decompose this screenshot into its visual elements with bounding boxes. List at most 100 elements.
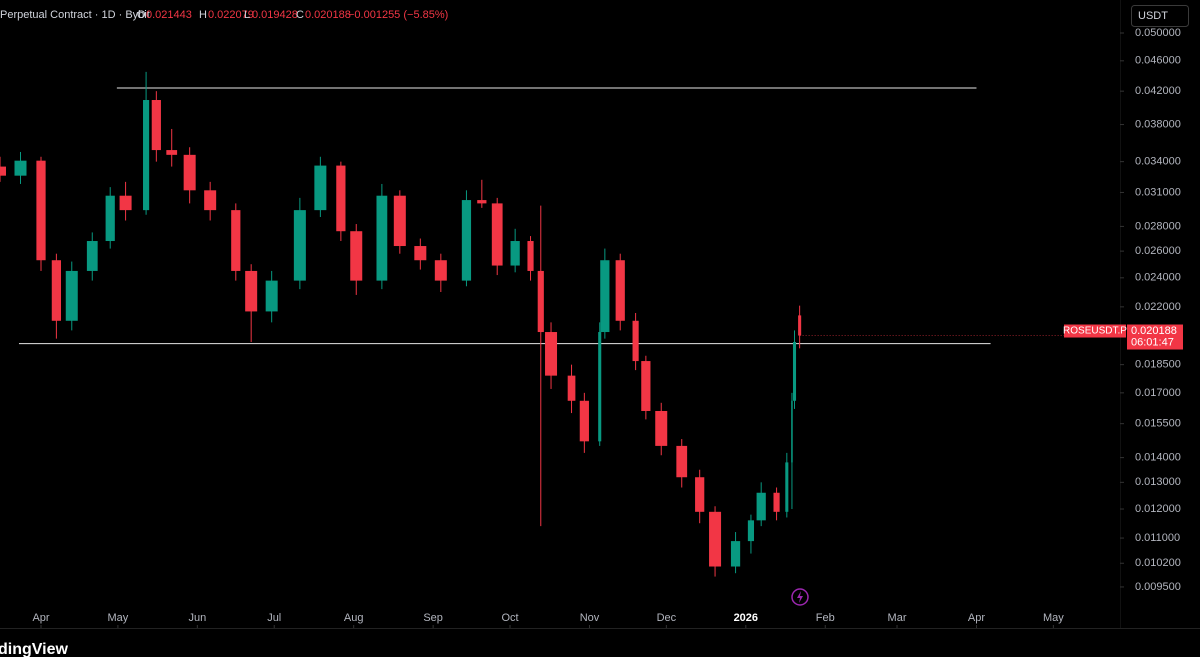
candle-body [414,246,427,261]
currency-button[interactable] [1131,5,1189,27]
price-tag-countdown: 06:01:47 [1131,336,1174,348]
candle-body [747,520,755,542]
candle-body [756,492,766,521]
candle-body [537,270,544,333]
candle-body [143,100,150,211]
h-value: 0.022079 [208,9,254,21]
candle-body [265,280,278,312]
candle-body [461,200,472,281]
candle-body [798,315,802,336]
y-tick-label: 0.028000 [1135,220,1181,232]
x-tick-label: Aug [344,612,364,624]
candle-body [792,341,797,401]
candle-body [51,260,61,321]
y-tick-label: 0.022000 [1135,301,1181,313]
h-label: H [199,9,207,21]
y-tick-label: 0.038000 [1135,118,1181,130]
y-tick-label: 0.010200 [1135,557,1181,569]
y-tick-label: 0.024000 [1135,272,1181,284]
candle-body [600,260,610,333]
x-tick-label: Oct [501,612,518,624]
candle-body [393,195,406,247]
candle-body [119,195,132,211]
x-tick-label: Sep [423,612,443,624]
x-tick-label: Feb [816,612,835,624]
candle-body [166,150,178,155]
x-tick-label: Jul [267,612,281,624]
candle-body [676,445,688,478]
candle-body [567,375,576,401]
y-tick-label: 0.017000 [1135,387,1181,399]
y-tick-label: 0.046000 [1135,55,1181,67]
candle-body [245,270,258,312]
candle-body [695,477,705,512]
y-tick-label: 0.026000 [1135,245,1181,257]
lightning-icon[interactable] [791,588,809,606]
candle-body [183,154,196,191]
candle-body [336,165,346,232]
x-tick-label: Nov [580,612,600,624]
o-label: O [137,9,146,21]
candle-body [36,160,46,261]
candle-body [773,492,780,512]
y-tick-label: 0.013000 [1135,476,1181,488]
candle-body [632,320,639,362]
candle-body [477,200,487,204]
candle-body [293,210,306,281]
symbol: Perpetual Contract · 1D · Bybit [0,9,150,21]
candle-body [785,462,789,512]
y-tick-label: 0.009500 [1135,581,1181,593]
candle-body [527,241,534,271]
x-tick-label: Apr [968,612,985,624]
x-tick-label: May [108,612,129,624]
symbol-tag-text: ROSEUSDT.P [1063,326,1127,337]
candle-body [86,241,98,271]
candle-body [655,410,668,446]
candle-body [376,195,388,281]
y-tick-label: 0.050000 [1135,27,1181,39]
x-tick-label: 2026 [734,612,758,624]
logo: dingView [0,641,68,657]
candle-body [314,165,327,211]
candle-body [204,190,217,211]
y-tick-label: 0.034000 [1135,156,1181,168]
candle-body [0,166,6,176]
symbol-tag [1064,324,1126,338]
x-tick-label: Mar [888,612,907,624]
l-value: 0.019428 [252,9,298,21]
candle-body [350,231,363,281]
candle-body [434,260,447,281]
candle-body [231,210,241,271]
x-tick-label: May [1043,612,1064,624]
x-tick-label: Dec [657,612,677,624]
y-tick-label: 0.011000 [1135,532,1180,544]
c-value: 0.020188 [305,9,351,21]
candle-body [510,241,520,266]
candle-body [545,332,558,376]
candle-body [730,541,741,567]
candle-body [615,260,625,321]
candle-body [791,400,793,463]
c-label: C [296,9,304,21]
currency[interactable]: USDT [1138,10,1168,22]
candle-body [65,270,78,321]
x-tick-label: Jun [188,612,206,624]
candle-body [105,195,115,242]
candle-body [598,332,602,442]
x-tick-label: Apr [32,612,49,624]
y-tick-label: 0.015500 [1135,418,1181,430]
o-value: 0.021443 [146,9,192,21]
candle-body [641,361,651,411]
candle-body [579,400,589,442]
price-tag [1127,324,1183,350]
candle-body [151,100,161,151]
y-tick-label: 0.014000 [1135,452,1181,464]
candle-body [14,160,27,176]
y-tick-label: 0.031000 [1135,186,1181,198]
y-tick-label: 0.018500 [1135,359,1181,371]
change: −0.001255 (−5.85%) [348,9,448,21]
candle-body [709,511,722,567]
y-tick-label: 0.042000 [1135,85,1181,97]
